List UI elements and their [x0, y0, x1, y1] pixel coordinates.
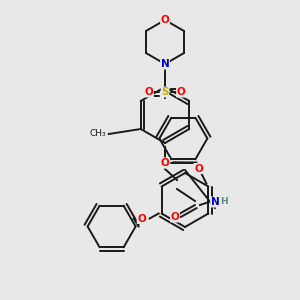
Text: O: O	[177, 87, 185, 97]
Text: S: S	[161, 87, 169, 97]
Text: N: N	[211, 197, 219, 207]
Text: O: O	[171, 212, 179, 222]
Text: O: O	[137, 214, 146, 224]
Text: N: N	[160, 59, 169, 69]
Text: O: O	[194, 164, 203, 173]
Text: CH₃: CH₃	[89, 130, 106, 139]
Text: O: O	[160, 158, 169, 168]
Text: H: H	[220, 196, 228, 206]
Text: O: O	[145, 87, 153, 97]
Text: O: O	[160, 15, 169, 25]
